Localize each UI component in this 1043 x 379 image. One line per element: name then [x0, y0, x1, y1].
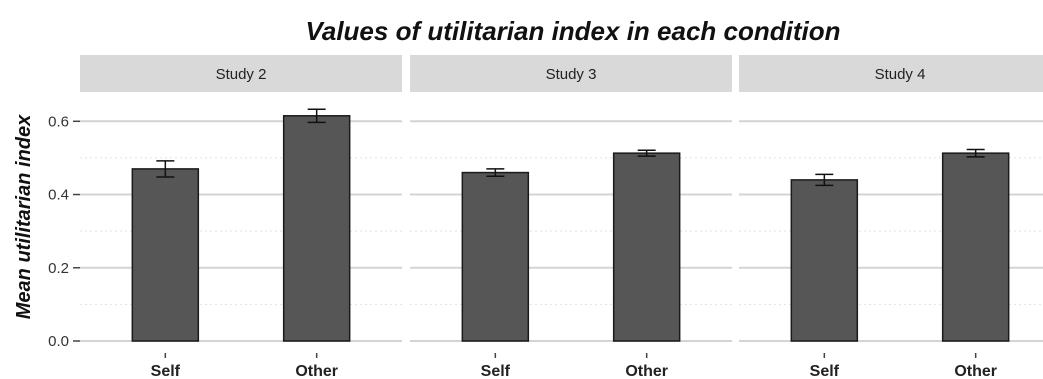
x-tick-label: Self	[481, 363, 511, 379]
bar	[282, 115, 351, 342]
x-tick-label: Other	[954, 363, 997, 379]
facet-panel: Study 2 Self Other	[80, 55, 402, 379]
y-axis-ticks: 0.0 0.2 0.4 0.6	[48, 113, 80, 350]
facet-strip	[739, 55, 1043, 92]
facet-strip-label: Study 2	[216, 66, 267, 83]
bar	[941, 152, 1010, 342]
bar	[790, 179, 859, 342]
facet-panel: Study 3 Self Other	[410, 55, 732, 379]
y-tick-label: 0.6	[48, 113, 69, 130]
x-tick-label: Self	[810, 363, 840, 379]
x-tick-label: Self	[151, 363, 181, 379]
chart-title: Values of utilitarian index in each cond…	[305, 16, 840, 46]
bar	[612, 152, 681, 342]
facet-strip	[410, 55, 732, 92]
x-tick-label: Other	[625, 363, 668, 379]
bar	[131, 168, 200, 342]
bar	[461, 171, 530, 342]
y-tick-label: 0.2	[48, 260, 69, 277]
y-axis-label: Mean utilitarian index	[13, 114, 35, 319]
facet-panel: Study 4 Self Other	[739, 55, 1043, 379]
x-tick-label: Other	[295, 363, 338, 379]
facet-strip-label: Study 4	[875, 66, 926, 83]
y-tick-label: 0.4	[48, 187, 69, 204]
facet-strip-label: Study 3	[546, 66, 597, 83]
facet-strip	[80, 55, 402, 92]
y-tick-label: 0.0	[48, 333, 69, 350]
